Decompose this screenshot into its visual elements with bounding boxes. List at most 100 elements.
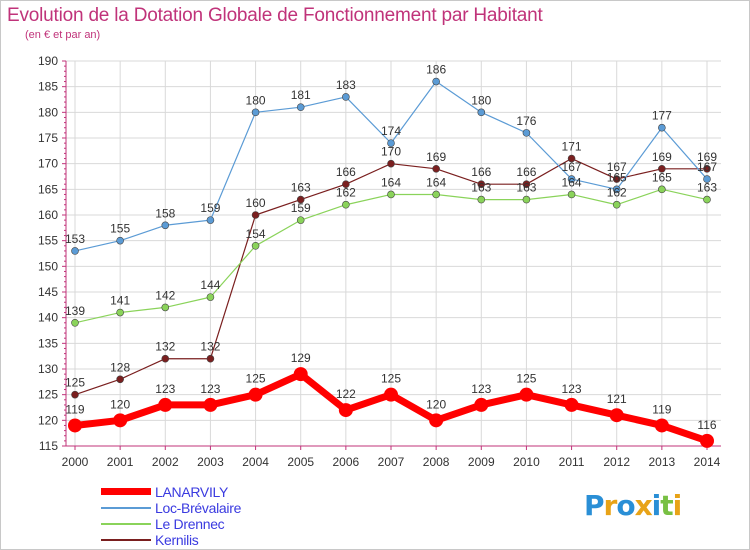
x-tick-label: 2009 [468,455,495,469]
data-label-kernilis: 167 [607,160,627,174]
data-label-le-drennec: 163 [516,181,536,195]
point-le-drennec [658,185,666,194]
y-tick-label: 155 [38,234,58,248]
data-label-loc-brevalaire: 159 [200,201,220,215]
point-kernilis [477,180,486,188]
point-lanarvily [158,397,173,412]
legend-label-le-drennec: Le Drennec [155,516,225,532]
y-tick-label: 185 [38,80,58,94]
data-label-lanarvily: 125 [516,372,536,386]
point-lanarvily [338,403,353,418]
data-label-lanarvily: 125 [246,372,266,386]
data-label-lanarvily: 123 [200,382,220,396]
point-loc-brevalaire [161,221,170,230]
point-loc-brevalaire [296,103,305,111]
y-tick-label: 145 [38,285,58,299]
data-label-le-drennec: 139 [65,304,85,318]
point-loc-brevalaire [522,129,531,137]
y-tick-label: 120 [38,413,58,427]
data-label-kernilis: 166 [516,165,536,179]
y-tick-label: 175 [38,131,58,145]
logo-letter: i [672,489,683,522]
data-label-loc-brevalaire: 174 [381,124,401,138]
point-loc-brevalaire [206,216,215,224]
y-tick-label: 170 [38,157,58,171]
point-kernilis [296,195,305,204]
x-tick-label: 2011 [559,455,585,469]
data-label-le-drennec: 162 [607,186,627,200]
data-label-le-drennec: 163 [471,181,491,195]
logo-letter: o [616,489,635,522]
point-loc-brevalaire [658,123,666,132]
point-lanarvily [113,413,128,428]
point-le-drennec [296,216,305,224]
data-label-le-drennec: 164 [562,175,582,189]
data-label-lanarvily: 122 [336,387,356,401]
data-label-kernilis: 171 [562,140,582,154]
point-le-drennec [251,242,260,250]
data-label-le-drennec: 163 [697,181,717,195]
point-kernilis [387,159,395,168]
legend-swatch-lanarvily [101,488,151,495]
y-tick-label: 190 [38,54,58,68]
data-label-lanarvily: 116 [697,418,716,432]
data-label-le-drennec: 159 [291,201,311,215]
data-label-kernilis: 166 [471,165,491,179]
x-tick-label: 2006 [333,455,360,469]
data-label-le-drennec: 165 [652,170,672,184]
data-label-loc-brevalaire: 155 [110,222,130,236]
data-label-le-drennec: 162 [336,186,356,200]
data-label-kernilis: 163 [291,181,311,195]
point-lanarvily [654,418,669,433]
y-tick-label: 135 [38,336,58,350]
point-kernilis [342,180,350,188]
point-lanarvily [68,418,82,433]
data-label-kernilis: 132 [200,340,220,354]
data-label-lanarvily: 119 [65,402,84,416]
y-tick-label: 115 [39,439,58,453]
point-le-drennec [161,303,170,312]
data-label-loc-brevalaire: 153 [65,232,85,246]
data-label-loc-brevalaire: 158 [155,206,175,220]
data-label-lanarvily: 119 [652,402,671,416]
point-kernilis [71,390,79,399]
data-label-kernilis: 160 [246,196,266,210]
point-lanarvily [203,397,218,412]
point-loc-brevalaire [251,108,260,117]
point-kernilis [251,211,260,219]
chart-title: Evolution de la Dotation Globale de Fonc… [7,5,543,26]
point-le-drennec [612,200,621,209]
data-label-lanarvily: 129 [291,351,311,365]
point-le-drennec [477,195,486,204]
point-loc-brevalaire [116,236,124,245]
data-label-lanarvily: 125 [381,372,401,386]
point-le-drennec [206,293,215,301]
data-label-lanarvily: 123 [562,382,582,396]
point-kernilis [432,165,440,173]
legend-swatch-le-drennec [101,523,151,525]
axes: 115 120 125 130 135 140 145 150 155 160 165 170 175 1… [38,54,721,469]
x-tick-label: 2008 [423,455,450,469]
data-label-lanarvily: 120 [426,397,446,411]
data-label-lanarvily: 121 [607,392,627,406]
legend-swatch-kernilis [101,539,151,541]
data-label-kernilis: 128 [110,360,130,374]
x-tick-label: 2003 [197,455,224,469]
x-tick-label: 2013 [649,455,676,469]
y-tick-label: 180 [38,105,58,119]
point-lanarvily [429,413,444,428]
data-label-loc-brevalaire: 165 [607,170,627,184]
data-label-kernilis: 125 [65,376,85,390]
legend-label-lanarvily: LANARVILY [155,484,229,500]
point-loc-brevalaire [387,139,395,147]
point-le-drennec [342,200,350,209]
point-loc-brevalaire [612,185,621,194]
x-tick-label: 2014 [694,455,721,469]
point-kernilis [703,165,711,173]
data-label-kernilis: 169 [652,150,672,164]
data-label-lanarvily: 123 [471,382,491,396]
data-label-kernilis: 170 [381,145,401,159]
x-tick-label: 2010 [513,455,540,469]
